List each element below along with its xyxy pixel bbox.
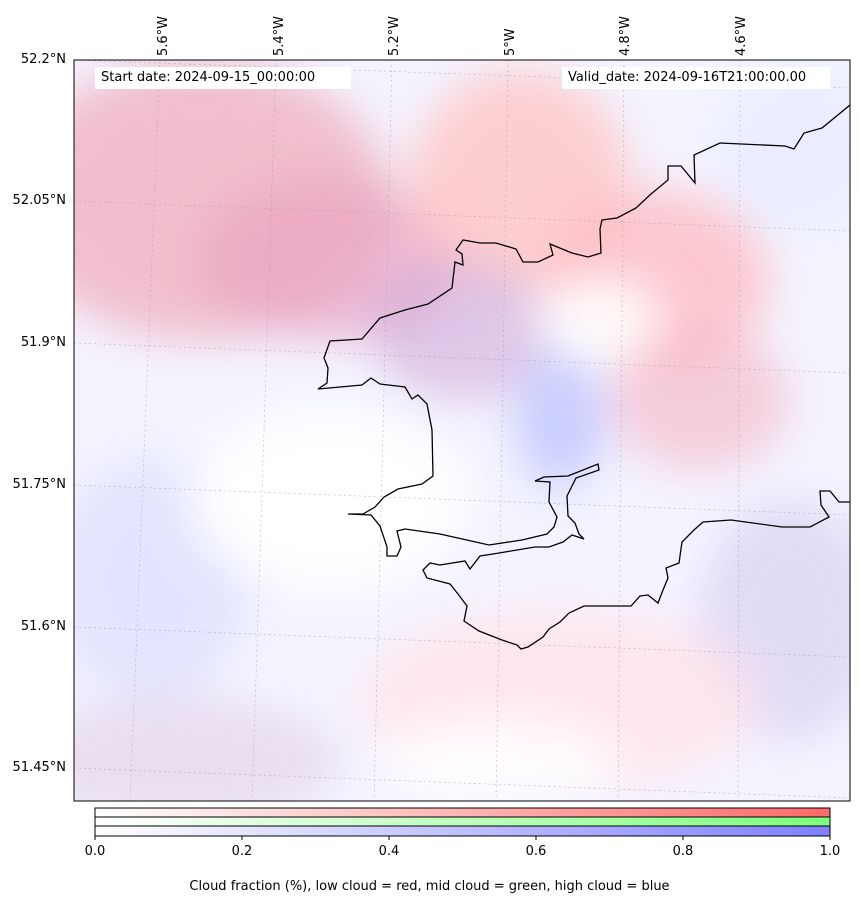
longitude-label: 5.4°W <box>272 15 287 56</box>
colorbar-tick-label: 0.8 <box>672 844 694 859</box>
latitude-label: 51.6°N <box>20 619 66 634</box>
graticule <box>74 60 850 801</box>
colorbar-tick-label: 1.0 <box>819 844 841 859</box>
colorbar-tick-label: 0.6 <box>525 844 547 859</box>
longitude-label: 5.2°W <box>387 15 402 56</box>
start-date-label: Start date: 2024-09-15_00:00:00 <box>95 67 351 89</box>
colorbar-high-cloud <box>94 825 831 837</box>
colorbar-mid-cloud <box>94 816 831 827</box>
colorbar-low-cloud <box>94 807 831 818</box>
coastline <box>317 104 850 650</box>
latitude-label: 51.9°N <box>20 335 66 350</box>
longitude-label: 5.6°W <box>156 15 171 56</box>
latitude-label: 52.2°N <box>20 52 66 67</box>
longitude-label: 5°W <box>503 28 518 56</box>
longitude-label: 4.8°W <box>618 15 633 56</box>
latitude-label: 51.45°N <box>12 760 66 775</box>
map-frame <box>73 59 851 802</box>
valid-date-label: Valid_date: 2024-09-16T21:00:00.00 <box>562 67 830 89</box>
latitude-label: 51.75°N <box>12 477 66 492</box>
colorbar-caption: Cloud fraction (%), low cloud = red, mid… <box>189 879 670 894</box>
colorbar <box>94 807 831 840</box>
colorbar-tick-label: 0.0 <box>84 844 106 859</box>
latitude-label: 52.05°N <box>12 193 66 208</box>
colorbar-tick-label: 0.4 <box>378 844 400 859</box>
cloud-field <box>74 60 850 801</box>
longitude-label: 4.6°W <box>734 15 749 56</box>
colorbar-tick-label: 0.2 <box>231 844 253 859</box>
